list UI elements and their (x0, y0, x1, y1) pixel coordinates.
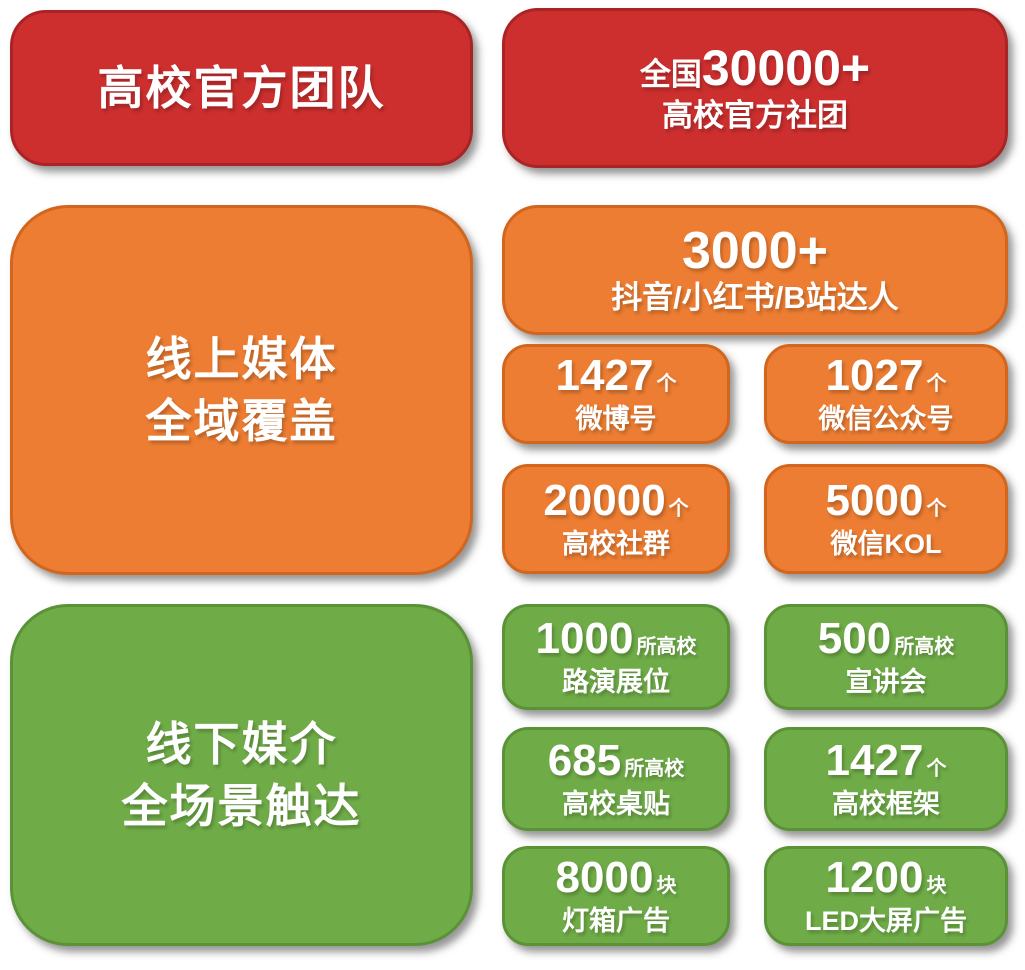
section-header-offline-media: 线下媒介 全场景触达 (10, 604, 473, 946)
section-header-official-team: 高校官方团队 (10, 10, 473, 166)
section-header-online-media: 线上媒体 全域覆盖 (10, 205, 473, 575)
section-title-line2: 全场景触达 (121, 780, 362, 832)
stat-label: 路演展位 (562, 667, 670, 698)
stat-label: 宣讲会 (845, 667, 927, 698)
stat-label: 灯箱广告 (562, 906, 670, 937)
stat-value: 1027 个 (825, 350, 947, 400)
stat-unit: 个 (668, 497, 689, 520)
stat-value: 8000 块 (555, 852, 677, 902)
stat-number: 685 (547, 735, 622, 785)
stat-number: 500 (817, 613, 892, 663)
stat-label: 高校官方社团 (662, 98, 848, 134)
stat-unit: 个 (926, 497, 947, 520)
stat-number: 1027 (825, 350, 924, 400)
stat-unit: 块 (926, 874, 947, 897)
stat-number: 30000+ (701, 39, 871, 96)
stat-unit: 个 (926, 757, 947, 780)
stat-value: 20000 个 (543, 475, 689, 525)
stat-value: 5000 个 (825, 475, 947, 525)
section-title-line2: 全域覆盖 (145, 395, 338, 447)
stat-label: 微信KOL (830, 529, 942, 560)
stat-value: 1200 块 (825, 852, 947, 902)
stat-value: 3000+ (682, 224, 828, 279)
stat-number: 1427 (825, 735, 924, 785)
stat-unit: 个 (656, 372, 677, 395)
stat-number: 1000 (535, 613, 634, 663)
stat-label: 微博号 (575, 404, 657, 435)
stat-label: 高校桌贴 (562, 789, 670, 820)
section-title-line1: 线下媒介 (145, 717, 338, 770)
stat-label: LED大屏广告 (805, 906, 967, 937)
stat-value: 500 所高校 (817, 613, 955, 663)
stat-unit: 块 (656, 874, 677, 897)
stat-unit: 所高校 (636, 635, 697, 658)
stat-block-led-screen-ads: 1200 块 LED大屏广告 (764, 846, 1008, 946)
stat-label: 高校框架 (832, 789, 940, 820)
stat-prefix: 全国 (639, 56, 702, 92)
stat-label: 抖音/小红书/B站达人 (611, 280, 899, 316)
stat-number: 3000+ (681, 221, 829, 280)
section-title-line1: 线上媒体 (145, 332, 338, 385)
stat-block-campus-frames: 1427 个 高校框架 (764, 727, 1008, 831)
stat-value: 1427 个 (555, 350, 677, 400)
stat-value: 1000 所高校 (535, 613, 697, 663)
stat-block-desk-stickers: 685 所高校 高校桌贴 (502, 727, 730, 831)
stat-block-roadshow-booths: 1000 所高校 路演展位 (502, 604, 730, 710)
stat-unit: 所高校 (894, 635, 955, 658)
stat-block-info-sessions: 500 所高校 宣讲会 (764, 604, 1008, 710)
stat-number: 5000 (825, 475, 924, 525)
stat-block-official-clubs: 全国 30000+ 高校官方社团 (502, 8, 1008, 168)
stat-block-wechat-official-accounts: 1027 个 微信公众号 (764, 344, 1008, 444)
stat-unit: 所高校 (624, 757, 685, 780)
stat-label: 高校社群 (562, 529, 670, 560)
stat-unit: 个 (926, 372, 947, 395)
stat-block-campus-groups: 20000 个 高校社群 (502, 464, 730, 574)
stat-number: 1427 (555, 350, 654, 400)
section-title: 高校官方团队 (97, 61, 386, 114)
stat-value: 全国 30000+ (640, 42, 870, 95)
stat-number: 20000 (543, 475, 666, 525)
stat-block-wechat-kol: 5000 个 微信KOL (764, 464, 1008, 574)
stat-value: 1427 个 (825, 735, 947, 785)
stat-value: 685 所高校 (547, 735, 685, 785)
stat-block-weibo-accounts: 1427 个 微博号 (502, 344, 730, 444)
stat-block-influencers: 3000+ 抖音/小红书/B站达人 (502, 205, 1008, 335)
stat-label: 微信公众号 (818, 404, 954, 435)
stat-block-lightbox-ads: 8000 块 灯箱广告 (502, 846, 730, 946)
stat-number: 8000 (555, 852, 654, 902)
stat-number: 1200 (825, 852, 924, 902)
